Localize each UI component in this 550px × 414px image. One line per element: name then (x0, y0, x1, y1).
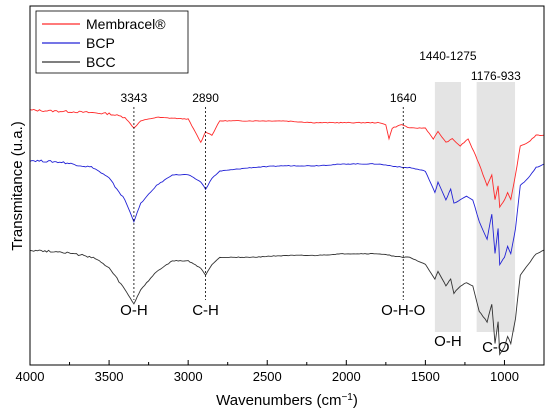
x-tick-label-2: 3000 (174, 369, 203, 384)
peak-value-label-1: 2890 (192, 91, 219, 105)
band-0 (434, 82, 461, 332)
x-tick-label-6: 1000 (490, 369, 519, 384)
band-range-label-0: 1440-1275 (419, 49, 477, 63)
peak-value-label-2: 1640 (390, 91, 417, 105)
plot-frame (29, 5, 545, 366)
series-layer (29, 109, 545, 356)
legend: Membracel® BCP BCC (35, 10, 189, 74)
peak-group-label-1: C-H (192, 302, 219, 319)
band-1 (476, 82, 516, 332)
series-line-2 (29, 249, 545, 356)
marker-layer: 3343 O-H 2890 C-H 1640 O-H-O (120, 91, 425, 319)
legend-entry-1: BCP (86, 35, 115, 51)
series-line-1 (29, 159, 545, 267)
x-axis-title: Wavenumbers (cm−1) (216, 392, 358, 410)
peak-value-label-0: 3343 (121, 91, 148, 105)
band-layer: 1440-1275 O-H 1176-933 C-O (419, 49, 521, 356)
x-tick-label-1: 3500 (95, 369, 124, 384)
x-tick-label-4: 2000 (332, 369, 361, 384)
x-tick-label-5: 1500 (411, 369, 440, 384)
band-range-label-1: 1176-933 (471, 69, 521, 83)
series-line-0 (29, 109, 545, 209)
y-axis-title: Transmitance (u.a.) (9, 121, 26, 251)
band-group-label-0: O-H (434, 333, 462, 350)
x-axis-ticks: 4000 3500 3000 2500 2000 1500 1000 (16, 360, 519, 384)
peak-group-label-2: O-H-O (381, 302, 425, 319)
legend-entry-0: Membracel® (86, 16, 166, 32)
band-group-label-1: C-O (482, 339, 510, 356)
x-tick-label-0: 4000 (16, 369, 45, 384)
legend-box (35, 10, 189, 74)
legend-entry-2: BCC (86, 54, 116, 70)
peak-group-label-0: O-H (120, 302, 148, 319)
x-tick-label-3: 2500 (253, 369, 282, 384)
